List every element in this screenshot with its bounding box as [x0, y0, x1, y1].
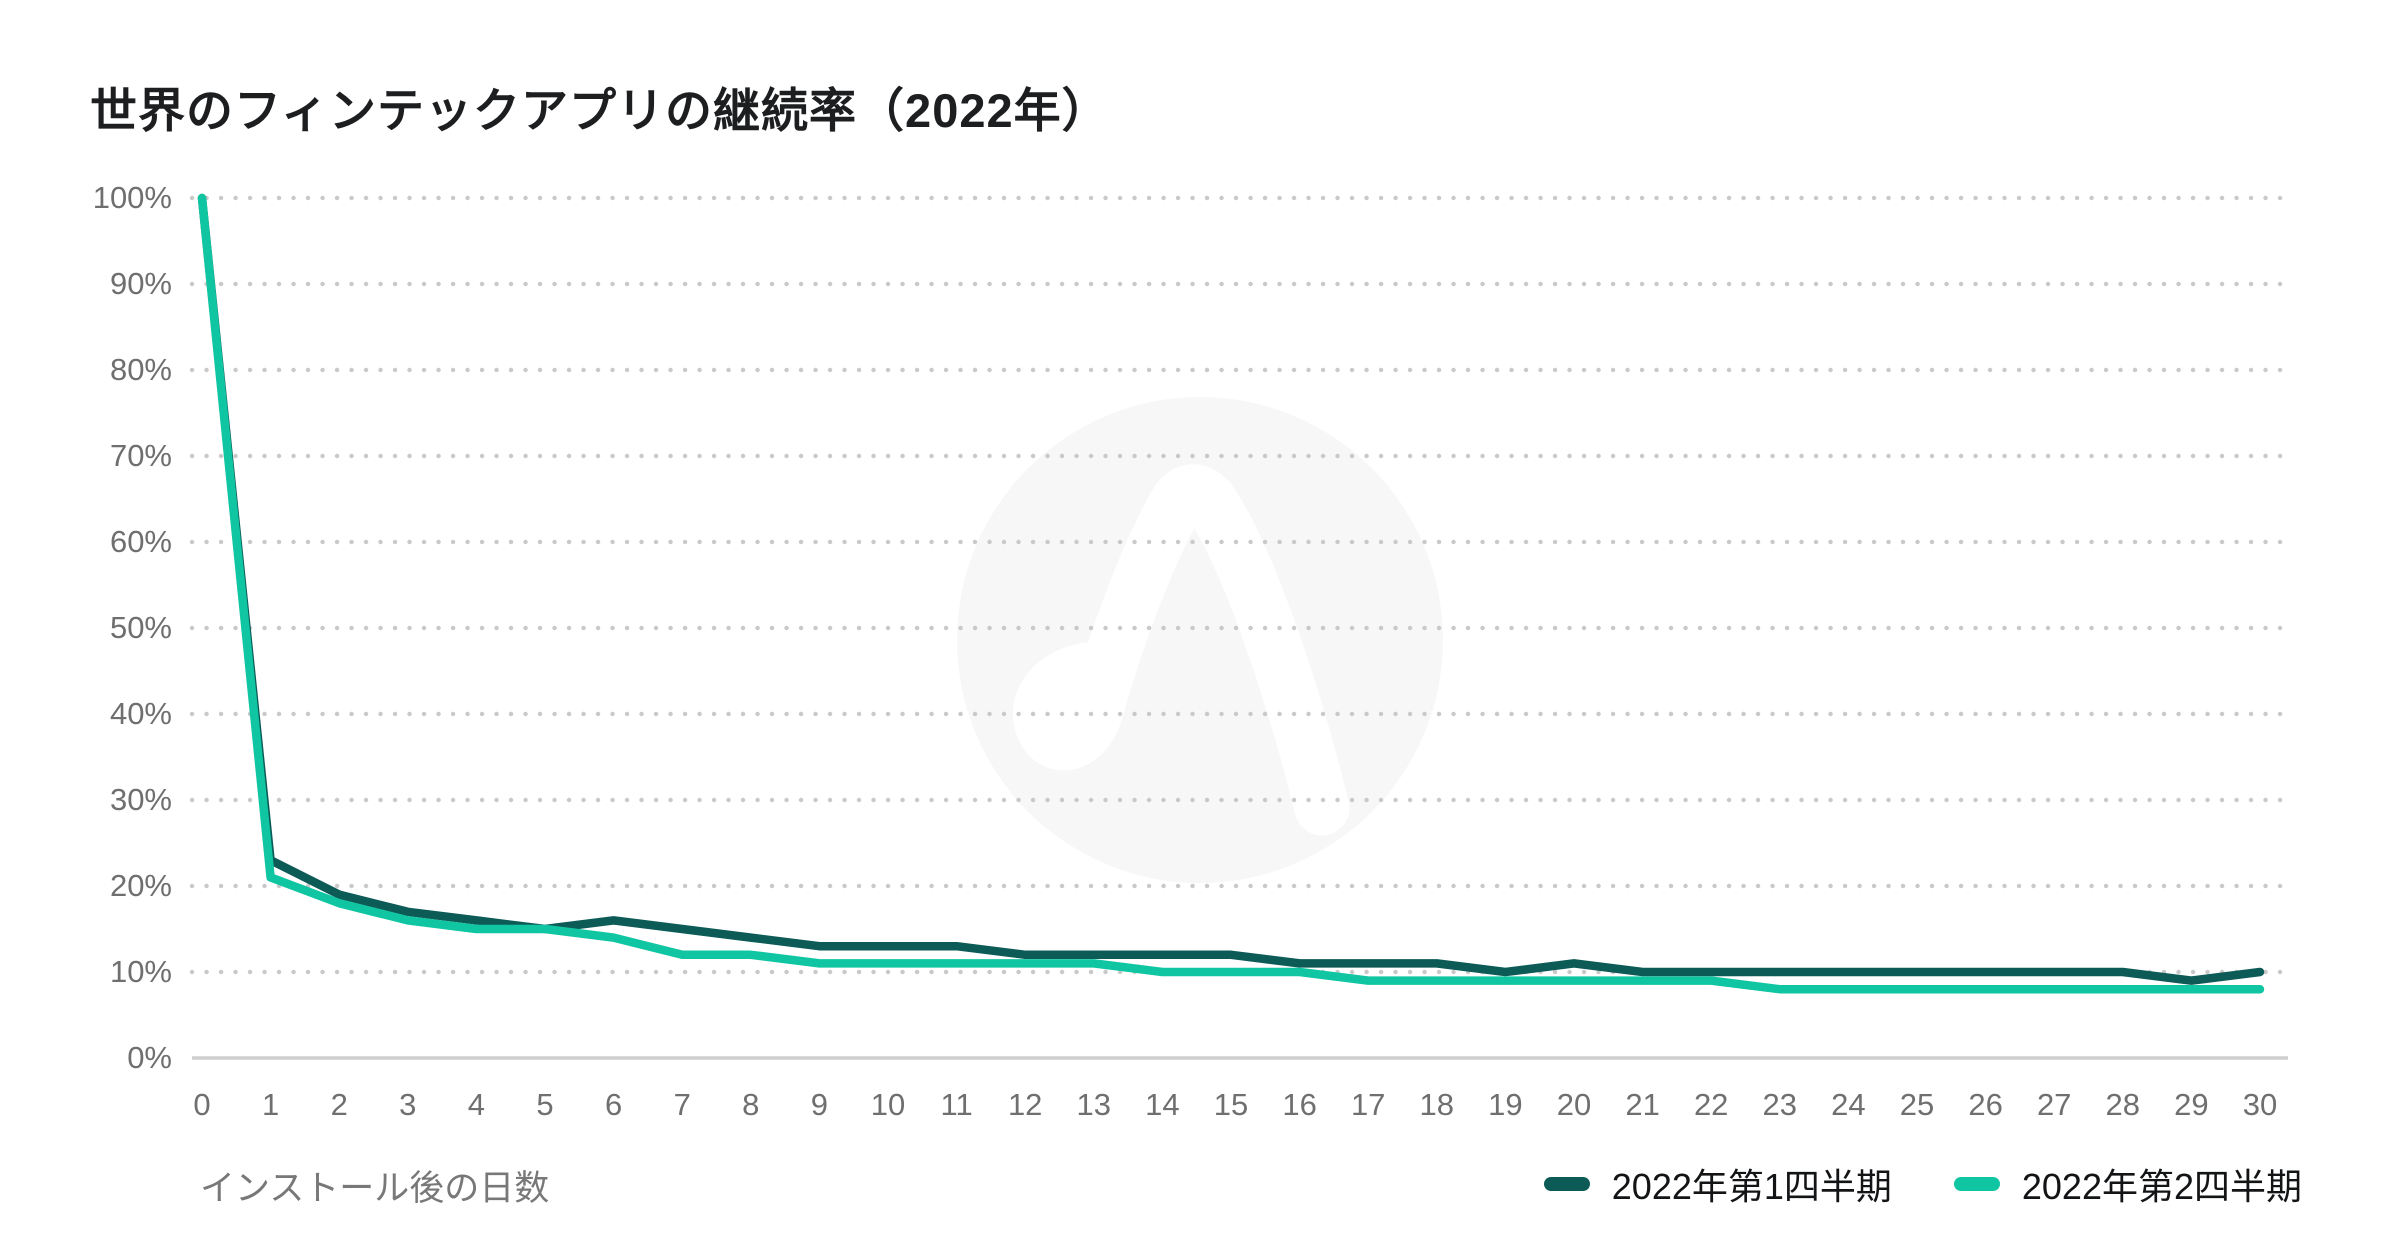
y-tick-label: 0% [127, 1040, 172, 1075]
gridlines [189, 195, 2291, 1060]
x-tick-label: 5 [536, 1087, 554, 1122]
x-tick-label: 14 [1145, 1087, 1180, 1122]
x-tick-label: 20 [1556, 1087, 1592, 1122]
legend-item-q1: 2022年第1四半期 [1543, 1158, 1892, 1210]
watermark [957, 397, 1443, 883]
y-tick-label: 80% [109, 352, 172, 387]
x-tick-label: 1 [261, 1087, 280, 1122]
chart-title: 世界のフィンテックアプリの継続率（2022年） [90, 84, 1110, 137]
x-tick-label: 23 [1762, 1087, 1798, 1122]
x-axis-title: インストール後の日数 [200, 1169, 550, 1208]
legend-label-q2: 2022年第2四半期 [2021, 1166, 2302, 1207]
x-tick-label: 8 [742, 1087, 760, 1122]
y-tick-label: 90% [109, 266, 172, 301]
x-tick-label: 9 [810, 1087, 829, 1122]
legend-item-q2: 2022年第2四半期 [1953, 1158, 2302, 1210]
x-tick-label: 2 [330, 1087, 348, 1122]
x-tick-label: 15 [1213, 1087, 1249, 1122]
x-tick-label: 22 [1693, 1087, 1729, 1122]
x-tick-label: 30 [2242, 1087, 2278, 1122]
y-tick-label: 20% [109, 868, 172, 903]
y-tick-label: 70% [109, 438, 172, 473]
x-tick-label: 10 [870, 1087, 906, 1122]
x-tick-label: 28 [2105, 1087, 2141, 1122]
y-tick-label: 100% [92, 180, 172, 215]
y-tick-label: 50% [109, 610, 172, 645]
x-tick-label: 26 [1968, 1087, 2003, 1122]
legend: 2022年第1四半期 2022年第2四半期 [1543, 1158, 2302, 1210]
x-tick-label: 3 [399, 1087, 417, 1122]
x-tick-label: 11 [940, 1087, 973, 1122]
x-tick-label: 16 [1282, 1087, 1317, 1122]
y-tick-label: 30% [109, 782, 172, 817]
y-tick-label: 60% [109, 524, 172, 559]
x-tick-label: 4 [467, 1087, 486, 1122]
watermark-logo-icon [1013, 464, 1350, 836]
x-tick-label: 29 [2174, 1087, 2209, 1122]
x-tick-label: 12 [1007, 1087, 1043, 1122]
x-tick-label: 19 [1488, 1087, 1523, 1122]
x-tick-label: 6 [604, 1087, 623, 1122]
x-tick-label: 24 [1831, 1087, 1866, 1122]
series-line [197, 193, 2265, 994]
y-tick-label: 10% [109, 954, 172, 989]
x-tick-label: 13 [1076, 1087, 1112, 1122]
x-tick-label: 17 [1350, 1087, 1386, 1122]
x-tick-label: 25 [1899, 1087, 1935, 1122]
y-tick-label: 40% [109, 696, 172, 731]
x-tick-label: 7 [673, 1087, 691, 1122]
series-lines [197, 193, 2265, 994]
x-tick-label: 27 [2036, 1087, 2072, 1122]
legend-swatch-q1 [1543, 1177, 1590, 1191]
legend-label-q1: 2022年第1四半期 [1611, 1166, 1892, 1207]
x-tick-label: 21 [1625, 1087, 1660, 1122]
x-tick-label: 0 [193, 1087, 211, 1122]
legend-swatch-q2 [1953, 1177, 2000, 1191]
x-tick-label: 18 [1419, 1087, 1455, 1122]
